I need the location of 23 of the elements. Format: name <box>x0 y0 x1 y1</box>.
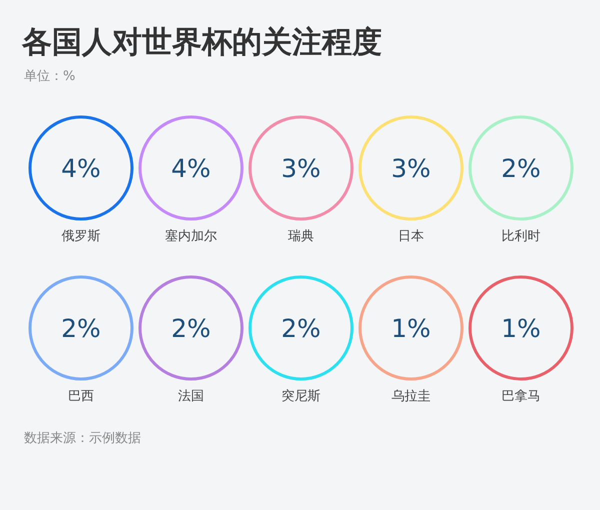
category-label: 比利时 <box>502 229 540 244</box>
source-note: 数据来源：示例数据 <box>24 431 141 446</box>
data-label: 2% <box>501 154 541 183</box>
data-label: 1% <box>501 314 541 343</box>
category-label: 日本 <box>398 229 424 244</box>
data-label: 4% <box>171 154 211 183</box>
data-label: 1% <box>391 314 431 343</box>
text: 各国人对世界杯的关注程度 <box>21 25 382 60</box>
category-label: 瑞典 <box>288 229 314 244</box>
data-label: 3% <box>281 154 321 183</box>
data-label: 4% <box>61 154 101 183</box>
category-label: 乌拉圭 <box>392 389 430 404</box>
category-label: 巴西 <box>68 389 94 404</box>
category-label: 巴拿马 <box>502 389 540 404</box>
data-label: 2% <box>281 314 321 343</box>
category-label: 塞内加尔 <box>165 228 217 244</box>
data-label: 3% <box>391 154 431 183</box>
category-label: 俄罗斯 <box>62 229 100 244</box>
data-label: 2% <box>61 314 101 343</box>
category-label: 法国 <box>178 389 204 404</box>
category-label: 突尼斯 <box>282 389 320 404</box>
data-label: 2% <box>171 314 211 343</box>
text: 单位：% <box>24 69 76 84</box>
